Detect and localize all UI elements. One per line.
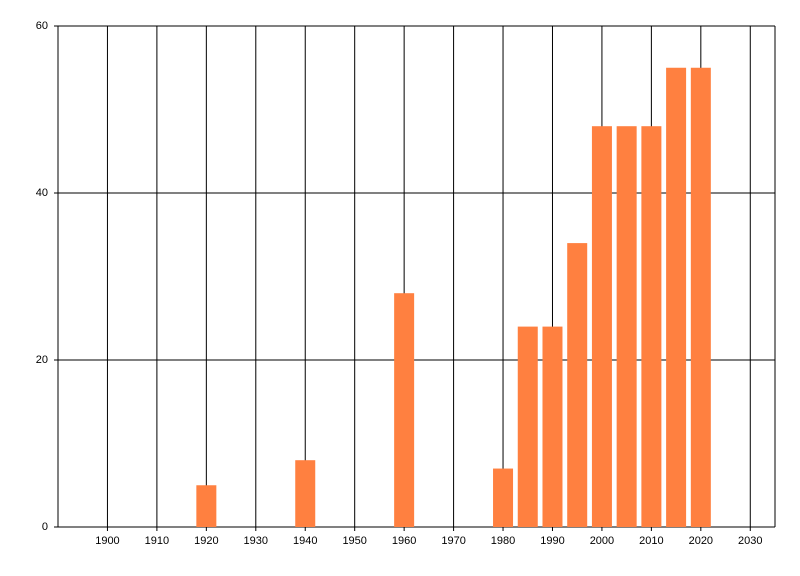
x-tick-label: 2020 <box>689 535 713 547</box>
x-tick-label: 1940 <box>293 535 317 547</box>
bar <box>517 326 538 527</box>
bar <box>493 468 514 527</box>
x-tick-label: 2000 <box>590 535 614 547</box>
y-tick-label: 0 <box>42 521 48 533</box>
bar <box>616 126 637 527</box>
x-tick-label: 2030 <box>738 535 762 547</box>
bar <box>591 126 612 527</box>
y-tick-label: 40 <box>36 187 48 199</box>
x-tick-label: 1990 <box>540 535 564 547</box>
x-tick-label: 1960 <box>392 535 416 547</box>
y-tick-label: 20 <box>36 354 48 366</box>
x-tick-label: 1980 <box>491 535 515 547</box>
x-tick-label: 1910 <box>145 535 169 547</box>
bar <box>690 67 711 527</box>
bar <box>542 326 563 527</box>
bar <box>295 460 316 527</box>
x-tick-label: 1970 <box>441 535 465 547</box>
bar <box>394 293 415 527</box>
x-tick-label: 2010 <box>639 535 663 547</box>
x-tick-label: 1900 <box>95 535 119 547</box>
bar <box>196 485 217 527</box>
x-tick-label: 1950 <box>342 535 366 547</box>
bar <box>567 243 588 527</box>
x-tick-label: 1920 <box>194 535 218 547</box>
bar <box>666 67 687 527</box>
y-tick-label: 60 <box>36 20 48 32</box>
bar <box>641 126 662 527</box>
x-tick-label: 1930 <box>244 535 268 547</box>
